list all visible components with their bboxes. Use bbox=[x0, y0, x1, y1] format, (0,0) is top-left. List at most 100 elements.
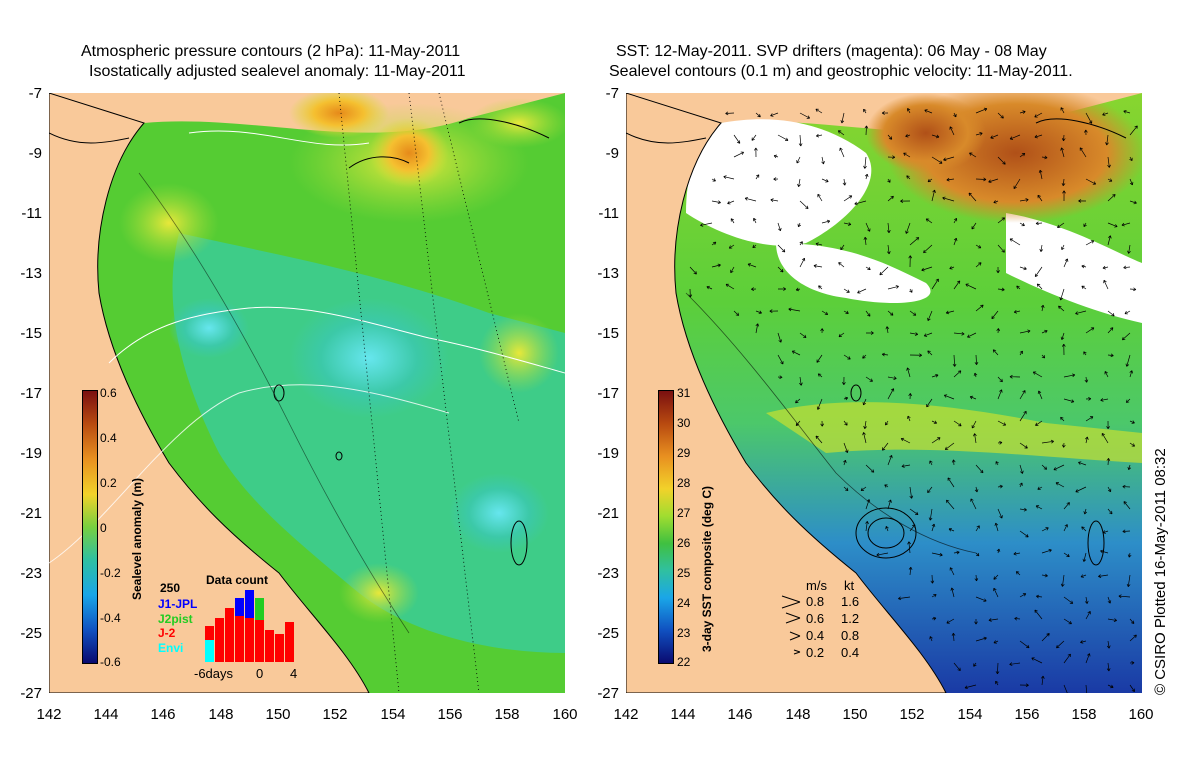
velocity-vector bbox=[1085, 112, 1093, 124]
velocity-vector bbox=[777, 266, 784, 273]
velocity-vector bbox=[953, 662, 961, 672]
velocity-vector bbox=[821, 156, 825, 165]
velocity-vector bbox=[1013, 309, 1021, 314]
velocity-vector bbox=[898, 596, 911, 601]
velocity-vector bbox=[1107, 508, 1113, 515]
velocity-vector bbox=[1060, 332, 1065, 340]
velocity-vector bbox=[931, 437, 941, 444]
velocity-vector bbox=[1032, 371, 1043, 378]
histogram-bar bbox=[205, 640, 214, 662]
velocity-vector bbox=[700, 222, 713, 227]
velocity-vector bbox=[1014, 616, 1021, 621]
velocity-vector bbox=[1129, 156, 1133, 162]
velocity-vector bbox=[1041, 573, 1048, 578]
velocity-vector bbox=[1015, 571, 1021, 576]
velocity-arrow-icon bbox=[789, 631, 801, 641]
velocity-vector bbox=[711, 263, 721, 268]
y-tick: -27 bbox=[597, 685, 619, 702]
velocity-vector bbox=[997, 484, 1003, 489]
y-tick: -25 bbox=[597, 625, 619, 642]
velocity-vector bbox=[975, 244, 982, 249]
data-count-max-label: 250 bbox=[160, 581, 181, 595]
y-tick: -15 bbox=[20, 325, 42, 342]
velocity-vector bbox=[1107, 222, 1118, 228]
velocity-vector bbox=[988, 618, 999, 622]
sealevel-colorbar-tick: -0.6 bbox=[100, 655, 121, 669]
sst-colorbar-tick: 28 bbox=[677, 476, 691, 490]
velocity-vector bbox=[1034, 134, 1043, 139]
velocity-vector bbox=[887, 244, 891, 255]
velocity-vector bbox=[973, 662, 977, 667]
velocity-vector bbox=[820, 420, 824, 427]
velocity-vector bbox=[1019, 152, 1026, 158]
velocity-vector bbox=[1107, 194, 1116, 202]
velocity-vector bbox=[1083, 351, 1087, 356]
velocity-vector bbox=[1037, 390, 1043, 400]
velocity-vector bbox=[995, 461, 999, 466]
velocity-vector bbox=[1038, 169, 1043, 180]
velocity-vector bbox=[865, 310, 871, 317]
velocity-vector bbox=[1083, 508, 1088, 515]
velocity-vector bbox=[953, 280, 961, 290]
y-tick: -11 bbox=[598, 205, 619, 222]
velocity-vector bbox=[921, 266, 933, 272]
velocity-vector bbox=[1075, 486, 1087, 493]
velocity-vector bbox=[993, 640, 999, 644]
x-tick: 146 bbox=[727, 706, 753, 723]
histogram-x-label: -6days bbox=[194, 666, 234, 681]
velocity-vector bbox=[843, 396, 849, 401]
velocity-vector bbox=[974, 618, 978, 625]
velocity-vector bbox=[887, 155, 896, 160]
velocity-vector bbox=[900, 199, 911, 203]
velocity-vector bbox=[733, 151, 745, 158]
velocity-vector bbox=[860, 486, 867, 492]
velocity-vector bbox=[725, 111, 735, 116]
velocity-vector bbox=[1063, 524, 1068, 532]
velocity-vector bbox=[1060, 416, 1065, 422]
velocity-vector bbox=[1107, 684, 1114, 689]
velocity-vector bbox=[887, 376, 897, 380]
histogram-bar bbox=[285, 622, 294, 662]
velocity-vector bbox=[975, 262, 982, 268]
y-tick: -19 bbox=[20, 445, 42, 462]
x-tick: 158 bbox=[1071, 706, 1097, 723]
velocity-vector bbox=[930, 574, 935, 584]
velocity-vector bbox=[817, 193, 823, 202]
data-count-histogram bbox=[205, 590, 294, 662]
velocity-vector bbox=[885, 326, 890, 334]
velocity-vector bbox=[974, 574, 979, 582]
velocity-vector bbox=[777, 332, 782, 343]
x-tick: 150 bbox=[842, 706, 868, 723]
velocity-vector bbox=[1085, 436, 1089, 444]
velocity-vector bbox=[929, 460, 933, 466]
velocity-vector bbox=[964, 684, 977, 690]
velocity-vector bbox=[1039, 244, 1044, 252]
velocity-vector bbox=[1031, 657, 1043, 664]
velocity-vector bbox=[1085, 684, 1088, 693]
velocity-vector bbox=[931, 552, 943, 557]
velocity-vector bbox=[1106, 420, 1110, 430]
velocity-vector bbox=[927, 310, 933, 322]
y-tick: -11 bbox=[21, 205, 42, 222]
velocity-vector bbox=[1019, 683, 1029, 688]
velocity-vector bbox=[1019, 110, 1026, 114]
velocity-vector bbox=[1085, 416, 1094, 422]
velocity-vector bbox=[990, 134, 999, 139]
histogram-bar bbox=[235, 598, 244, 616]
velocity-vector bbox=[777, 375, 783, 379]
legend-series-j2pist: J2pist bbox=[158, 612, 193, 626]
x-tick: 152 bbox=[322, 706, 348, 723]
sst-colorbar-tick: 29 bbox=[677, 446, 691, 460]
sealevel-colorbar-tick: 0.4 bbox=[100, 431, 117, 445]
velocity-vector bbox=[1063, 684, 1070, 693]
velocity-vector bbox=[1037, 194, 1043, 202]
velocity-vector bbox=[1125, 354, 1131, 367]
velocity-vector bbox=[887, 285, 899, 290]
velocity-vector bbox=[1122, 484, 1131, 489]
velocity-vector bbox=[946, 499, 955, 510]
velocity-vector bbox=[1129, 442, 1135, 447]
histogram-bar bbox=[235, 616, 244, 662]
velocity-vector bbox=[815, 242, 823, 246]
velocity-vector bbox=[865, 520, 869, 532]
velocity-vector bbox=[1083, 222, 1087, 227]
